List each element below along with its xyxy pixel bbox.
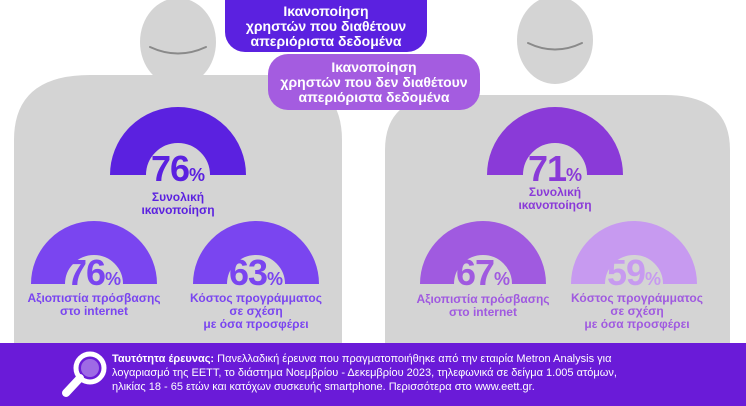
- left-access-label: Αξιοπιστία πρόσβασης στο internet: [20, 292, 168, 318]
- label-line: ικανοποίηση: [518, 198, 592, 212]
- percent-sign: %: [267, 269, 284, 289]
- label-line: Αξιοπιστία πρόσβασης: [27, 291, 161, 305]
- bubble2-line: χρηστών που δεν διαθέτουν: [280, 73, 468, 90]
- footer-line1-text: Πανελλαδική έρευνα που πραγματοποιήθηκε …: [214, 353, 612, 365]
- label-line: Αξιοπιστία πρόσβασης: [416, 292, 550, 306]
- label-line: Συνολική: [528, 185, 582, 199]
- percent-sign: %: [105, 269, 122, 289]
- left-cost-percent: 63%: [216, 252, 296, 294]
- left-overall-gauge: [110, 107, 246, 176]
- percent-sign: %: [645, 269, 662, 289]
- bubble-without-unlimited-data: Ικανοποίηση χρηστών που δεν διαθέτουν απ…: [268, 54, 480, 110]
- right-overall-percent: 71%: [515, 148, 595, 190]
- percent-sign: %: [189, 165, 206, 185]
- label-line: με όσα προσφέρει: [584, 317, 690, 331]
- label-line: σε σχέση: [610, 304, 664, 318]
- right-overall-label: Συνολική ικανοποίηση: [495, 186, 615, 212]
- right-access-label: Αξιοπιστία πρόσβασης στο internet: [408, 293, 558, 319]
- bubble1-line: απεριόριστα δεδομένα: [250, 32, 402, 49]
- right-cost-gauge: [571, 221, 697, 285]
- left-cost-value: 63: [228, 252, 268, 293]
- right-overall-value: 71: [527, 148, 567, 189]
- left-access-value: 76: [66, 252, 106, 293]
- bubble1-line: Ικανοποίηση: [283, 2, 369, 19]
- left-cost-gauge: [193, 221, 319, 285]
- bubble-with-unlimited-data: Ικανοποίηση χρηστών που διαθέτουν απεριό…: [225, 0, 427, 52]
- label-line: σε σχέση: [229, 304, 283, 318]
- label-line: στο internet: [60, 304, 128, 318]
- left-overall-label: Συνολική ικανοποίηση: [118, 191, 238, 217]
- percent-sign: %: [566, 165, 583, 185]
- survey-info-footer: [0, 343, 746, 406]
- label-line: Κόστος προγράμματος: [571, 291, 703, 305]
- right-cost-value: 59: [606, 252, 646, 293]
- left-access-percent: 76%: [54, 252, 134, 294]
- bubble2-line: Ικανοποίηση: [331, 58, 417, 75]
- bubble1-line: χρηστών που διαθέτουν: [245, 17, 407, 34]
- footer-line2: λογαριασμό της ΕΕΤΤ, το διάστημα Νοεμβρί…: [112, 367, 617, 379]
- left-overall-value: 76: [150, 148, 190, 189]
- percent-sign: %: [494, 269, 511, 289]
- magnifier-icon: [62, 351, 107, 397]
- label-line: στο internet: [449, 305, 517, 319]
- left-person-figure: [14, 0, 342, 343]
- label-line: Συνολική: [151, 190, 205, 204]
- right-person-figure: [385, 0, 730, 343]
- survey-info-text: Ταυτότητα έρευνας: Πανελλαδική έρευνα πο…: [112, 352, 737, 394]
- right-cost-label: Κόστος προγράμματος σε σχέση με όσα προσ…: [562, 292, 712, 331]
- right-access-value: 67: [455, 252, 495, 293]
- label-line: Κόστος προγράμματος: [190, 291, 322, 305]
- right-overall-gauge: [487, 107, 623, 176]
- footer-line3: ηλικίας 18 - 65 ετών και κατόχων συσκευή…: [112, 381, 535, 393]
- footer-title: Ταυτότητα έρευνας:: [112, 353, 215, 365]
- left-access-gauge: [31, 221, 157, 285]
- footer-line1: Ταυτότητα έρευνας: Πανελλαδική έρευνα πο…: [112, 352, 737, 366]
- left-overall-percent: 76%: [138, 148, 218, 190]
- bubble2-line: απεριόριστα δεδομένα: [298, 88, 450, 105]
- left-cost-label: Κόστος προγράμματος σε σχέση με όσα προσ…: [184, 292, 328, 331]
- right-access-gauge: [420, 221, 546, 285]
- label-line: ικανοποίηση: [141, 203, 215, 217]
- right-cost-percent: 59%: [594, 252, 674, 294]
- right-access-percent: 67%: [443, 252, 523, 294]
- label-line: με όσα προσφέρει: [203, 317, 309, 331]
